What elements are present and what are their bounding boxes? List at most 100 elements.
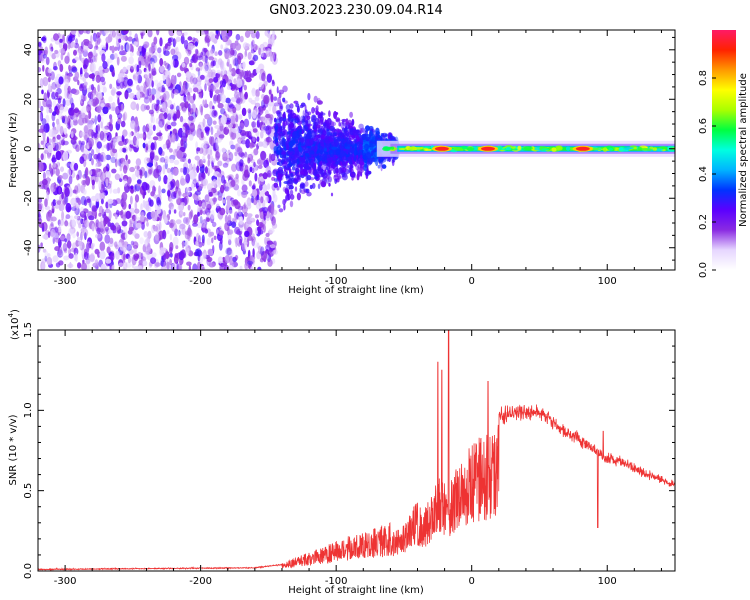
spectrogram-blob <box>133 245 137 256</box>
spectrogram-blob <box>188 186 192 192</box>
spectrogram-blob <box>123 139 128 146</box>
spectrogram-blob <box>228 176 232 181</box>
spectrogram-blob <box>335 117 341 122</box>
spectrogram-blob <box>235 103 241 111</box>
spectrogram-blob <box>121 34 127 41</box>
spectrogram-blob <box>354 143 357 151</box>
spectrogram-blob <box>316 100 323 105</box>
spectrogram-blob <box>204 194 210 203</box>
spectrogram-blob <box>243 84 247 91</box>
spectrogram-blob <box>173 89 179 95</box>
spectrogram-blob <box>259 159 263 166</box>
spectrogram-blob <box>156 196 161 206</box>
spectrogram-blob <box>109 123 113 132</box>
spectrogram-blob <box>93 153 99 160</box>
spectrogram-blob <box>250 217 253 222</box>
spectrogram-blob <box>261 72 266 82</box>
spectrogram-blob <box>102 130 109 137</box>
spectrogram-blob <box>116 30 123 37</box>
spectrogram-blob <box>229 115 236 125</box>
spectrogram-blob <box>68 253 74 259</box>
spectrogram-blob <box>204 64 210 74</box>
spectrogram-blob <box>262 46 269 52</box>
spectrogram-blob <box>348 119 352 126</box>
spectrogram-blob <box>89 169 93 176</box>
spectrogram-blob <box>118 262 124 268</box>
spectrogram-blob <box>104 125 110 130</box>
spectrogram-blob <box>83 251 89 260</box>
spectrogram-blob <box>365 136 370 142</box>
spectrogram-blob <box>290 137 295 144</box>
spectrogram-blob <box>145 250 151 255</box>
spectrogram-blob <box>172 167 179 176</box>
spectrogram-blob <box>248 109 252 120</box>
spectrogram-blob <box>377 164 381 169</box>
spectrogram-blob <box>42 64 45 72</box>
spectrogram-blob <box>46 257 53 266</box>
spectrogram-blob <box>82 138 86 148</box>
spectrogram-blob <box>186 129 191 136</box>
spectrogram-blob <box>118 76 125 84</box>
spectrogram-blob <box>309 184 313 190</box>
spectrogram-blob <box>218 134 225 139</box>
spectrogram-blob <box>233 78 237 84</box>
spectrogram-blob <box>220 94 227 104</box>
spectrogram-blob <box>299 171 305 175</box>
spectrogram-blob <box>56 108 60 116</box>
spectrogram-blob <box>328 149 333 155</box>
spectrogram-blob <box>162 72 166 81</box>
spectrogram-blob <box>244 262 249 270</box>
spectrogram-blob <box>204 99 208 107</box>
spectrogram-blob <box>324 143 331 149</box>
spectrogram-blob <box>70 109 75 116</box>
spectrogram-blob <box>265 244 271 251</box>
spectrogram-blob <box>250 266 254 270</box>
spectrogram-blob <box>178 264 181 270</box>
spectrogram-blob <box>67 40 71 50</box>
spectrogram-blob <box>167 132 171 141</box>
spectrogram-blob <box>187 204 191 211</box>
spectrogram-blob <box>341 132 347 139</box>
spectrogram-blob <box>333 111 338 119</box>
spectrogram-blob <box>162 151 165 156</box>
spectrogram-blob <box>137 165 140 171</box>
spectrogram-blob <box>336 128 342 133</box>
spectrogram-blob <box>122 197 127 206</box>
spectrogram-blob <box>128 204 132 210</box>
spectrogram-blob <box>100 198 104 205</box>
spectrogram-blob <box>146 105 150 111</box>
spectrogram-blob <box>120 45 124 51</box>
spectrogram-blob <box>277 166 283 173</box>
x-tick-label: -200 <box>189 576 212 587</box>
spectrogram-blob <box>206 212 211 218</box>
spectrogram-blob <box>129 220 132 230</box>
spectrogram-blob <box>313 176 318 180</box>
spectrogram-blob <box>77 199 82 206</box>
spectrogram-blob <box>248 97 253 103</box>
spectrogram-blob <box>63 255 70 261</box>
spectrogram-blob <box>203 143 210 149</box>
spectrogram-blob <box>183 39 189 50</box>
svg-text:(x104): (x104) <box>7 309 21 340</box>
spectrogram-blob <box>226 175 233 180</box>
spectrogram-blob <box>273 182 279 188</box>
spectrogram-blob <box>169 246 173 254</box>
spectrogram-blob <box>170 74 176 85</box>
spectrogram-blob <box>64 220 69 227</box>
spectrogram-blob <box>217 256 223 264</box>
spectrogram-blob <box>66 240 72 249</box>
y-tick-label: 1.0 <box>23 402 34 418</box>
spectrogram-blob <box>100 121 103 129</box>
spectrogram-blob <box>139 211 145 218</box>
spectrogram-blob <box>140 32 144 39</box>
x-tick-label: 0 <box>469 276 475 287</box>
spectrogram-blob <box>120 209 124 219</box>
spectrogram-blob <box>234 132 241 139</box>
spectrogram-blob <box>41 89 44 95</box>
spectrogram-blob <box>122 113 126 123</box>
spectrogram-blob <box>210 209 215 220</box>
spectrogram-blob <box>54 237 60 243</box>
spectrogram-blob <box>41 185 46 190</box>
spectrogram-blob <box>94 53 98 63</box>
